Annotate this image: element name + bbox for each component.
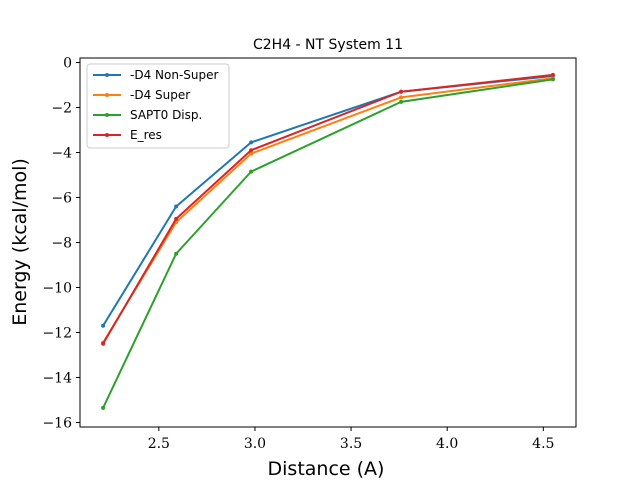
y-tick-label: 0 — [63, 56, 72, 72]
series-layer — [101, 72, 555, 410]
x-tick-label: 3.0 — [244, 436, 266, 452]
legend-box — [86, 63, 230, 149]
y-tick-label: −10 — [42, 281, 72, 297]
y-tick-label: −6 — [51, 191, 72, 207]
data-point-sapt0-disp — [399, 99, 404, 104]
legend-label-d4-non-super: -D4 Non-Super — [130, 68, 218, 82]
x-tick-label: 4.5 — [532, 436, 554, 452]
data-point-sapt0-disp — [550, 77, 555, 82]
data-point-d4-non-super — [249, 140, 254, 145]
y-tick-label: −14 — [42, 371, 72, 387]
y-tick-label: −2 — [51, 101, 72, 117]
data-point-sapt0-disp — [174, 251, 179, 256]
y-tick-label: −8 — [51, 236, 72, 252]
y-axis-ticks: 0 −2 −4 −6 −8 −10 −12 −14 −16 — [42, 56, 80, 432]
data-point-sapt0-disp — [101, 405, 106, 410]
y-tick-label: −16 — [42, 416, 72, 432]
data-point-d4-non-super — [174, 204, 179, 209]
legend-label-sapt0-disp: SAPT0 Disp. — [130, 108, 202, 122]
data-point-e-res — [399, 89, 404, 94]
legend-entries: -D4 Non-Super -D4 Super SAPT0 Disp. E_res — [93, 68, 218, 142]
data-point-sapt0-disp — [249, 169, 254, 174]
legend: -D4 Non-Super -D4 Super SAPT0 Disp. E_res — [86, 63, 230, 149]
legend-marker-sapt0-disp — [105, 113, 109, 117]
x-axis-label: Distance (A) — [268, 458, 385, 480]
data-point-e-res — [550, 72, 555, 77]
x-tick-label: 3.5 — [340, 436, 362, 452]
y-tick-label: −12 — [42, 326, 72, 342]
x-axis-ticks: 2.5 3.0 3.5 4.0 4.5 — [148, 427, 554, 452]
data-point-d4-super — [399, 95, 404, 100]
y-tick-label: −4 — [51, 146, 72, 162]
legend-marker-e-res — [105, 133, 109, 137]
legend-label-d4-super: -D4 Super — [130, 88, 190, 102]
data-point-e-res — [174, 216, 179, 221]
legend-label-e-res: E_res — [130, 128, 162, 142]
y-axis-label: Energy (kcal/mol) — [9, 158, 31, 326]
legend-marker-d4-super — [105, 93, 109, 97]
x-tick-label: 4.0 — [436, 436, 458, 452]
data-point-d4-super — [249, 151, 254, 156]
data-point-e-res — [101, 341, 106, 346]
x-tick-label: 2.5 — [148, 436, 170, 452]
legend-marker-d4-non-super — [105, 73, 109, 77]
data-point-d4-non-super — [101, 323, 106, 328]
data-point-e-res — [249, 148, 254, 153]
chart-title: C2H4 - NT System 11 — [253, 37, 403, 53]
